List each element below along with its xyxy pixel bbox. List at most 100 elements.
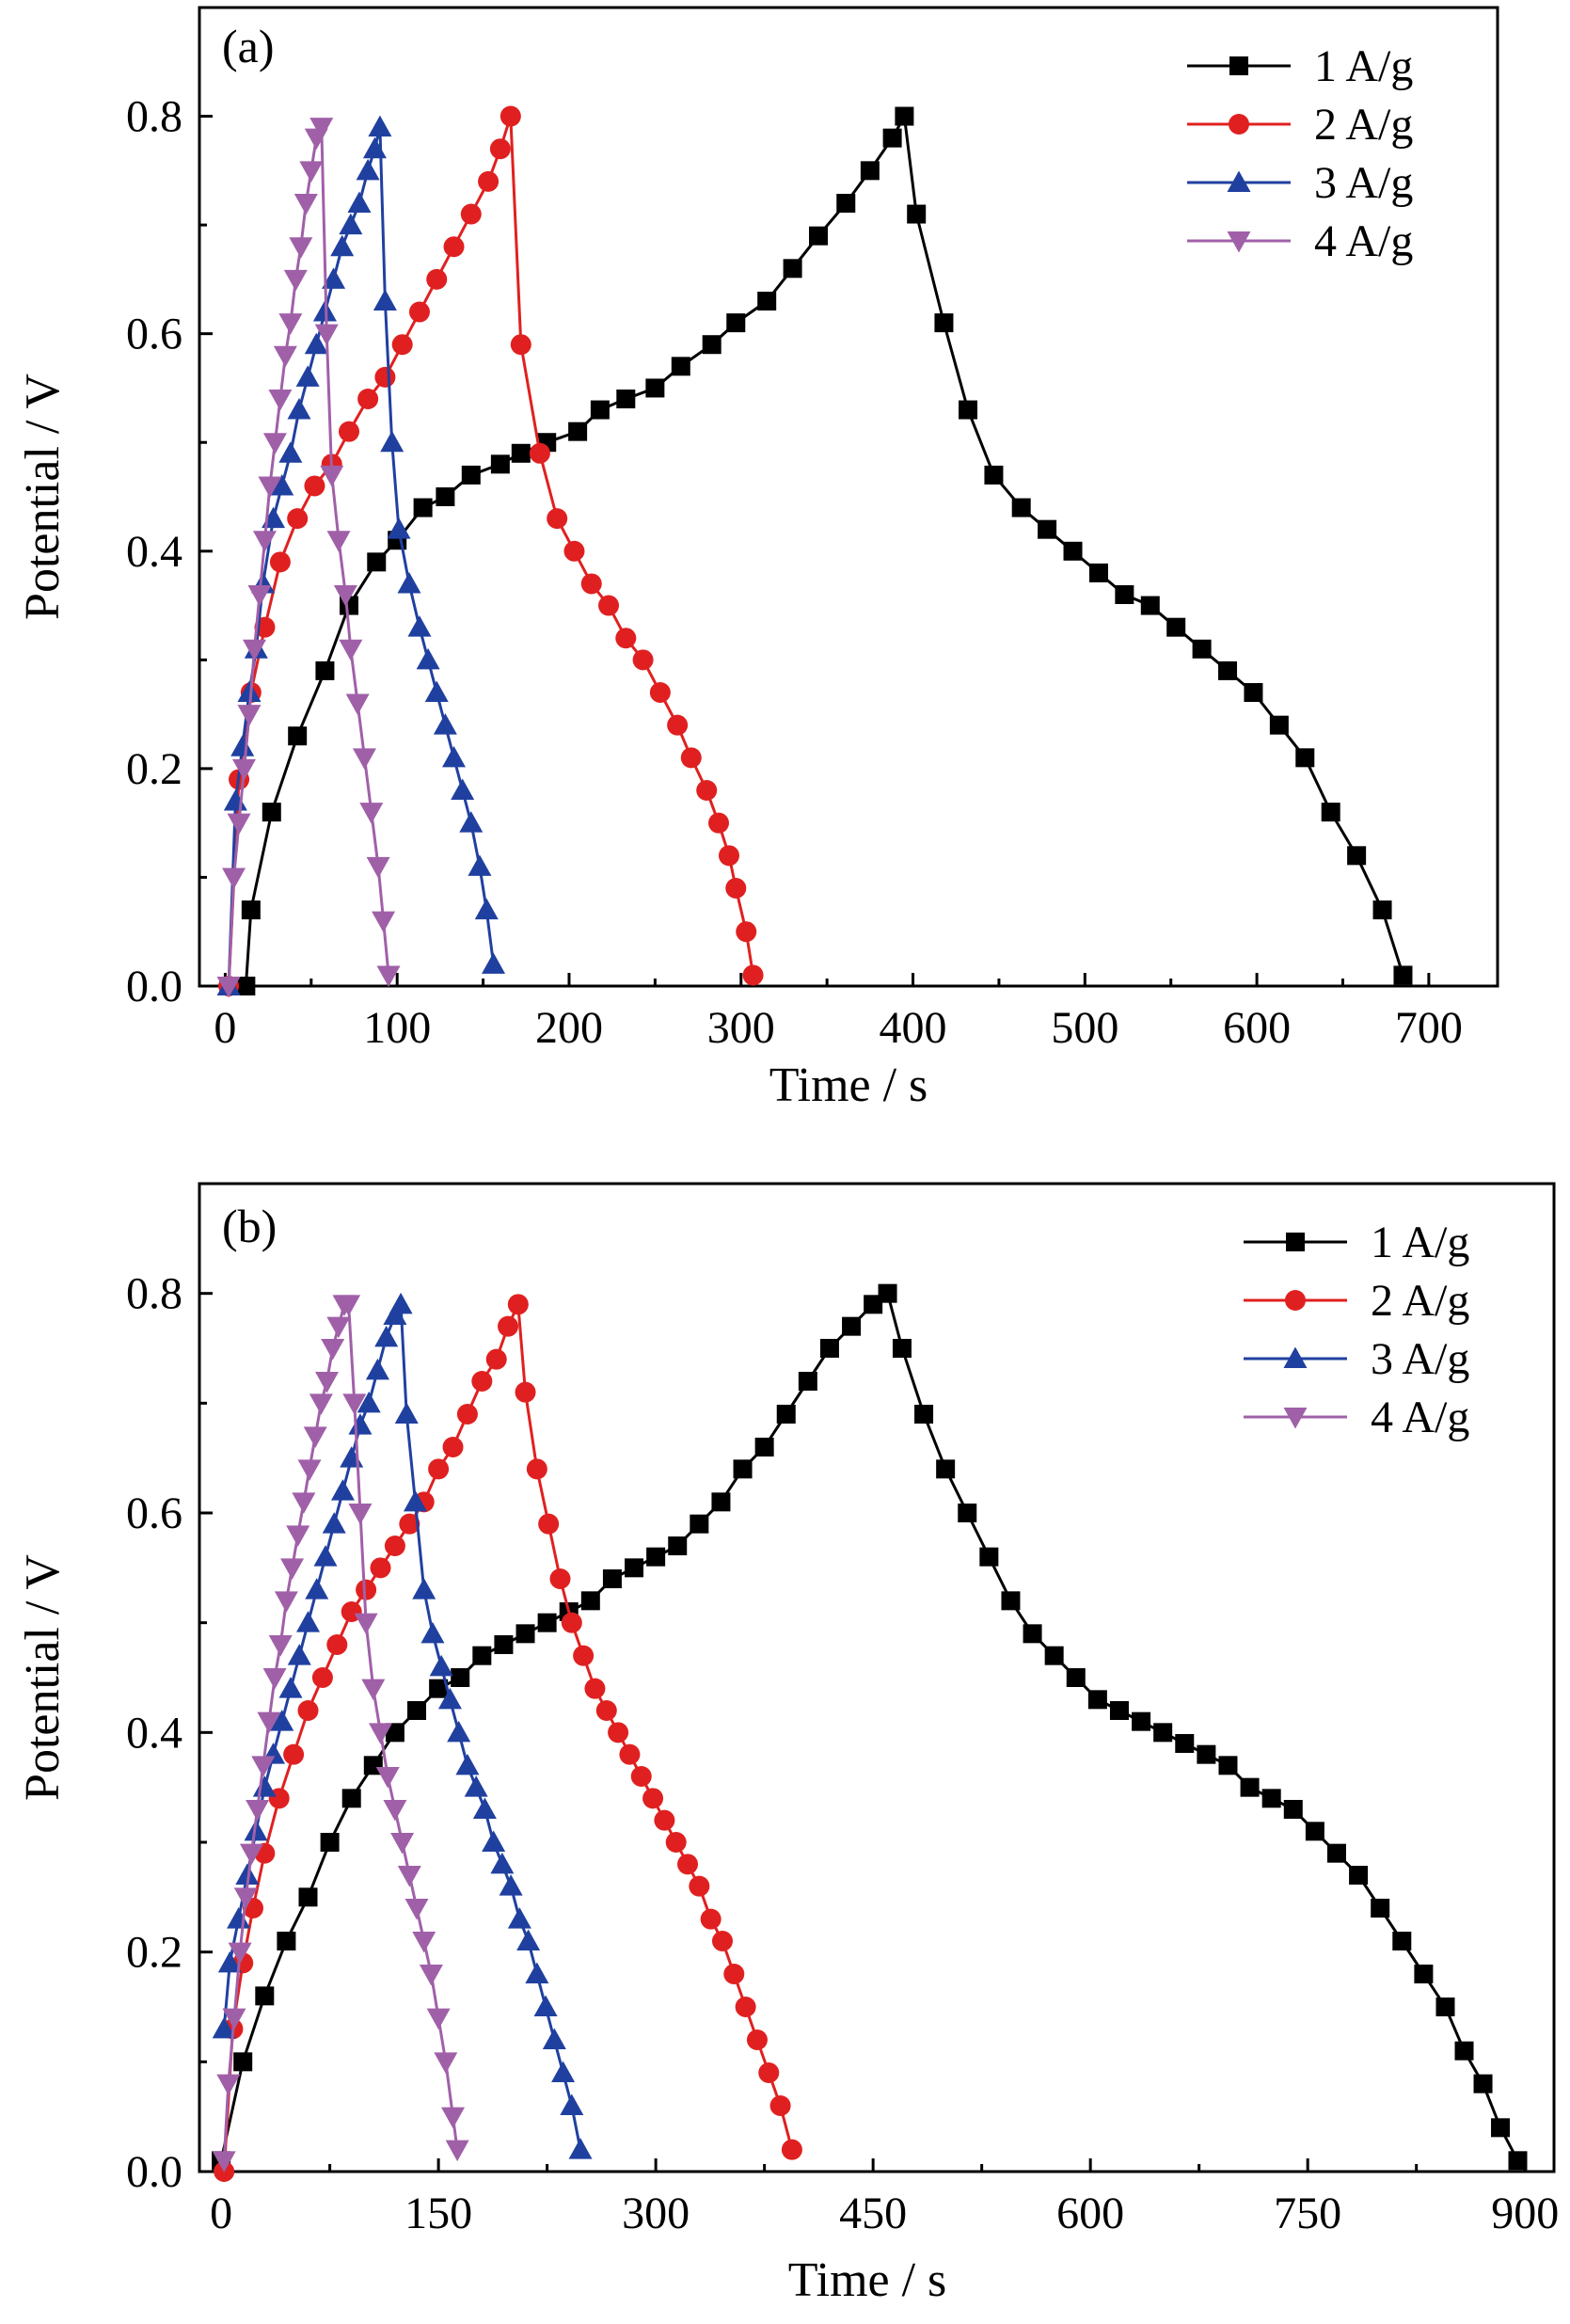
x-tick-label: 0 bbox=[214, 1003, 236, 1053]
data-point bbox=[1153, 1723, 1173, 1743]
data-point bbox=[665, 1832, 687, 1853]
data-point bbox=[387, 517, 411, 539]
y-tick-label: 0.0 bbox=[126, 962, 182, 1011]
legend: 1 A/g 2 A/g 3 A/g 4 A/g bbox=[1187, 41, 1413, 266]
data-point bbox=[258, 476, 282, 498]
data-point bbox=[959, 400, 978, 420]
data-point bbox=[407, 615, 432, 637]
data-point bbox=[1473, 2074, 1493, 2093]
data-point bbox=[357, 1391, 381, 1413]
data-point bbox=[273, 345, 297, 368]
data-point bbox=[1166, 617, 1186, 637]
data-point bbox=[365, 1358, 389, 1380]
data-point bbox=[333, 585, 357, 607]
data-point bbox=[404, 1899, 429, 1920]
data-point bbox=[255, 1986, 275, 2006]
data-point bbox=[330, 1479, 355, 1501]
data-point bbox=[252, 1775, 277, 1797]
data-point bbox=[1261, 1789, 1281, 1808]
data-point bbox=[608, 1722, 629, 1743]
data-point bbox=[537, 1613, 557, 1632]
data-point bbox=[1283, 1800, 1303, 1819]
data-point bbox=[424, 680, 449, 702]
data-point bbox=[339, 639, 363, 661]
data-point bbox=[1001, 1591, 1021, 1611]
data-point bbox=[654, 1809, 675, 1831]
data-point bbox=[1240, 1777, 1260, 1797]
data-point bbox=[326, 1634, 348, 1655]
x-tick-label: 150 bbox=[404, 2189, 472, 2238]
data-point bbox=[632, 649, 654, 671]
data-point bbox=[283, 1743, 305, 1765]
data-point bbox=[1115, 585, 1134, 604]
x-tick-label: 100 bbox=[363, 1003, 431, 1053]
data-point bbox=[287, 398, 311, 420]
data-point bbox=[297, 1700, 319, 1721]
plot-area-frame bbox=[198, 6, 1499, 988]
data-point bbox=[1269, 715, 1289, 735]
data-point bbox=[287, 508, 309, 530]
data-point bbox=[1140, 596, 1160, 615]
data-point bbox=[511, 443, 531, 463]
data-point bbox=[222, 868, 246, 889]
data-point bbox=[257, 1711, 281, 1734]
data-point bbox=[1326, 1843, 1346, 1863]
data-point bbox=[1347, 846, 1367, 866]
axis-ticks: 0 150 300 450 600 750 900 0.0 0.2 0.4 0.6 0.8 bbox=[126, 1269, 1559, 2238]
legend-marker bbox=[1283, 1346, 1308, 1368]
series-1-a-g bbox=[212, 1283, 1528, 2171]
data-point bbox=[677, 1854, 699, 1875]
legend-label: 2 A/g bbox=[1371, 1276, 1469, 1326]
x-tick-label: 750 bbox=[1274, 2189, 1341, 2238]
data-point bbox=[326, 531, 351, 552]
data-point bbox=[1393, 965, 1413, 985]
data-point bbox=[277, 1932, 296, 1950]
data-point bbox=[429, 1679, 449, 1698]
data-point bbox=[293, 194, 318, 215]
data-point bbox=[235, 1863, 260, 1885]
data-point bbox=[667, 714, 689, 736]
data-point bbox=[615, 628, 637, 649]
legend-label: 4 A/g bbox=[1314, 216, 1413, 266]
data-point bbox=[836, 194, 856, 213]
data-point bbox=[776, 1405, 796, 1424]
data-point bbox=[809, 226, 829, 246]
data-point bbox=[1192, 639, 1212, 659]
series-group bbox=[212, 1283, 1528, 2182]
y-tick-label: 0.2 bbox=[126, 744, 182, 794]
data-point bbox=[642, 1788, 664, 1809]
data-point bbox=[646, 1547, 666, 1567]
x-tick-label: 600 bbox=[1223, 1003, 1291, 1053]
data-point bbox=[436, 487, 455, 506]
data-point bbox=[471, 1371, 493, 1392]
data-point bbox=[819, 1339, 839, 1358]
data-point bbox=[984, 465, 1004, 485]
data-point bbox=[1508, 2151, 1528, 2171]
data-point bbox=[412, 1932, 436, 1953]
data-point bbox=[702, 335, 722, 355]
data-point bbox=[515, 1624, 535, 1644]
data-point bbox=[390, 1833, 415, 1854]
data-point bbox=[295, 365, 320, 387]
data-point bbox=[342, 1393, 367, 1415]
data-point bbox=[507, 1294, 529, 1315]
data-point bbox=[352, 748, 376, 770]
data-point bbox=[498, 1315, 519, 1337]
data-point bbox=[313, 1545, 338, 1567]
data-point bbox=[1218, 661, 1238, 680]
data-point bbox=[690, 1514, 709, 1534]
data-point bbox=[428, 1458, 450, 1480]
data-point bbox=[287, 1644, 311, 1665]
data-point bbox=[356, 158, 380, 181]
series-1-a-g bbox=[236, 106, 1413, 995]
data-point bbox=[233, 2052, 253, 2072]
x-tick-label: 900 bbox=[1491, 2189, 1559, 2238]
data-point bbox=[680, 747, 702, 769]
axis-ticks: 0 100 200 300 400 500 600 700 0.0 0.2 0.4 0.6 0.8 bbox=[126, 92, 1463, 1053]
x-tick-label: 600 bbox=[1056, 2189, 1124, 2238]
data-point bbox=[288, 726, 308, 746]
data-point bbox=[1063, 541, 1083, 561]
data-point bbox=[538, 1513, 560, 1535]
data-point bbox=[485, 1348, 507, 1370]
data-point bbox=[568, 422, 588, 441]
